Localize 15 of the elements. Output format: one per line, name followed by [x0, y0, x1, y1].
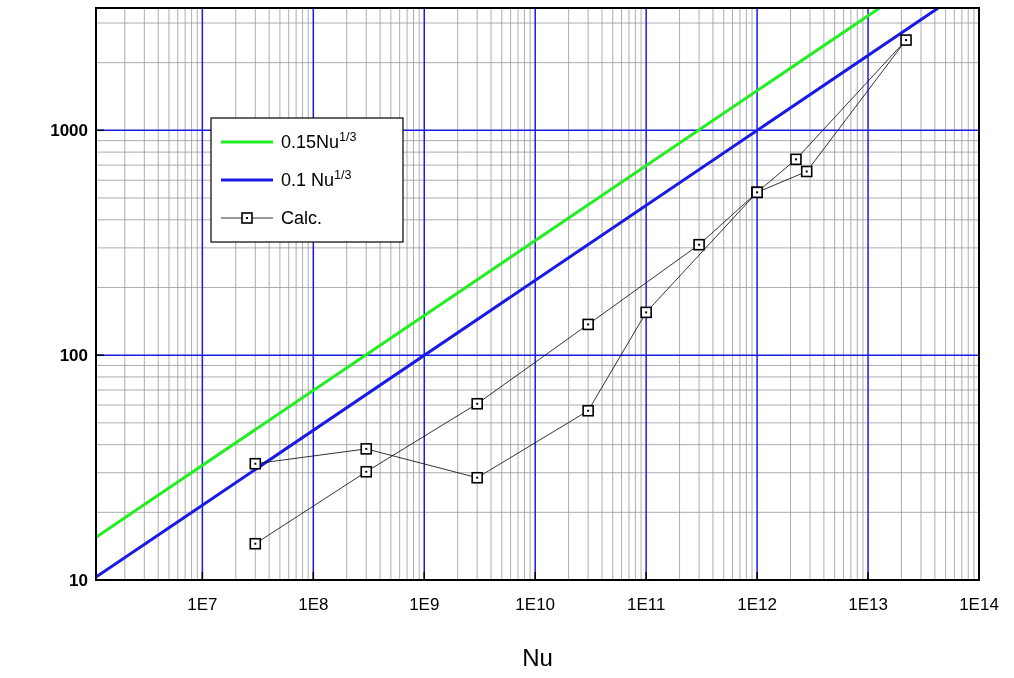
x-tick-label: 1E12: [737, 595, 777, 614]
legend-label: 0.15Nu$^{1/3}$: [281, 130, 357, 152]
x-tick-label: 1E13: [848, 595, 888, 614]
y-tick-label: 10: [69, 571, 88, 590]
legend-label: Calc.: [281, 208, 323, 228]
x-tick-label: 1E14: [959, 595, 999, 614]
x-tick-label: 1E10: [515, 595, 556, 614]
y-tick-label: 1000: [50, 121, 88, 141]
y-tick-label: 100: [59, 346, 88, 366]
x-tick-label: 1E11: [626, 595, 666, 614]
x-tick-label: 1E7: [187, 595, 218, 614]
x-axis-title: Nu: [522, 644, 553, 671]
x-tick-label: 1E8: [298, 595, 329, 614]
legend-label: 0.1 Nu$^{1/3}$: [281, 168, 352, 190]
x-tick-label: 1E9: [409, 595, 440, 614]
